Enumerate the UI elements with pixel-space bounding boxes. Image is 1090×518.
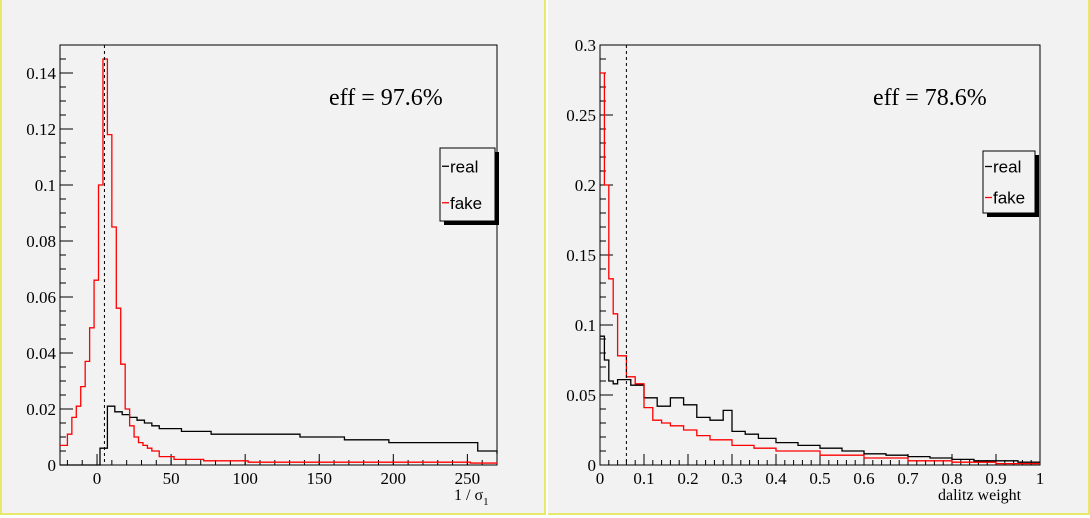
left-y-tick-label: 0 bbox=[48, 456, 57, 475]
left-y-tick-label: 0.02 bbox=[26, 400, 56, 419]
left-series-real bbox=[60, 405, 498, 466]
right-x-tick-label: 0.9 bbox=[985, 469, 1006, 488]
right-y-tick-label: 0.15 bbox=[566, 246, 596, 265]
left-efficiency-annotation: eff = 97.6% bbox=[329, 85, 443, 111]
right-legend-label-real: real bbox=[993, 158, 1021, 177]
left-legend-label-fake: fake bbox=[450, 194, 482, 213]
left-series-fake bbox=[60, 58, 498, 464]
right-legend-label-fake: fake bbox=[993, 189, 1025, 208]
left-x-tick-label: 200 bbox=[381, 469, 407, 488]
left-x-tick-label: 150 bbox=[306, 469, 332, 488]
right-x-tick-label: 0.1 bbox=[633, 469, 654, 488]
right-x-tick-label: 0.2 bbox=[677, 469, 698, 488]
right-x-tick-label: 0.3 bbox=[721, 469, 742, 488]
chart-left: 0 50 100 150 200 250 0 0.02 0.04 0.06 0.08 0.1 0.12 0… bbox=[26, 44, 499, 508]
chart-panel-right: 0 0.1 0.2 0.3 0.4 0.5 0.6 0.7 0.8 0.9 1 0 0.05 0.1 0.1… bbox=[548, 0, 1090, 515]
left-x-tick-label: 100 bbox=[232, 469, 258, 488]
right-x-tick-label: 0 bbox=[596, 469, 605, 488]
left-y-tick-label: 0.06 bbox=[26, 288, 56, 307]
chart-panel-left: 0 50 100 150 200 250 0 0.02 0.04 0.06 0.08 0.1 0.12 0… bbox=[0, 0, 546, 515]
left-legend-box bbox=[439, 147, 496, 222]
left-x-axis-label: 1 / σ1 bbox=[454, 487, 489, 508]
right-series-fake bbox=[600, 72, 1040, 465]
chart-right: 0 0.1 0.2 0.3 0.4 0.5 0.6 0.7 0.8 0.9 1 0 0.05 0.1 0.1… bbox=[566, 36, 1045, 504]
right-x-tick-label: 0.6 bbox=[853, 469, 874, 488]
left-legend-label-real: real bbox=[450, 157, 478, 176]
left-x-tick-label: 250 bbox=[455, 469, 481, 488]
left-x-tick-label: 0 bbox=[93, 469, 102, 488]
left-y-tick-label: 0.12 bbox=[26, 120, 56, 139]
right-y-tick-label: 0.05 bbox=[566, 386, 596, 405]
left-x-tick-label: 50 bbox=[163, 469, 180, 488]
right-efficiency-annotation: eff = 78.6% bbox=[873, 85, 987, 111]
left-y-tick-label: 0.1 bbox=[35, 176, 56, 195]
right-series-real bbox=[600, 335, 1040, 463]
right-y-tick-label: 0 bbox=[588, 456, 597, 475]
right-y-tick-label: 0.3 bbox=[575, 36, 596, 55]
right-x-tick-label: 1 bbox=[1036, 469, 1045, 488]
left-y-tick-label: 0.14 bbox=[26, 64, 56, 83]
left-y-tick-label: 0.04 bbox=[26, 344, 56, 363]
right-y-tick-label: 0.2 bbox=[575, 176, 596, 195]
right-x-tick-label: 0.5 bbox=[809, 469, 830, 488]
left-y-tick-label: 0.08 bbox=[26, 232, 56, 251]
right-y-tick-label: 0.1 bbox=[575, 316, 596, 335]
right-x-tick-label: 0.8 bbox=[941, 469, 962, 488]
right-x-axis-label: dalitz weight bbox=[938, 487, 1022, 504]
right-x-tick-label: 0.7 bbox=[897, 469, 919, 488]
left-x-axis-label-subscript: 1 bbox=[483, 496, 489, 508]
right-y-tick-label: 0.25 bbox=[566, 106, 596, 125]
right-x-tick-label: 0.4 bbox=[765, 469, 787, 488]
right-legend-box bbox=[982, 150, 1036, 214]
